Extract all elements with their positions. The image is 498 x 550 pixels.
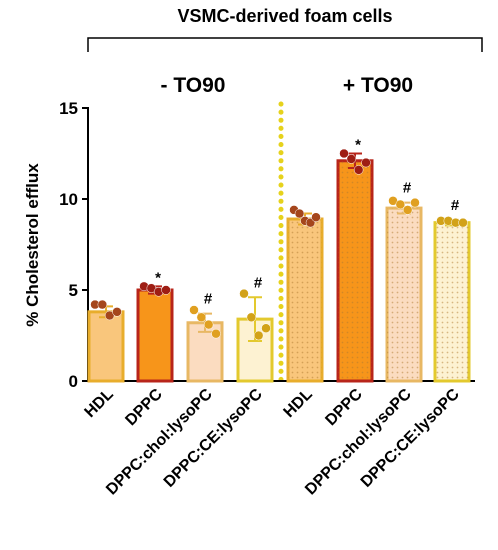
bar-hatch	[338, 160, 372, 381]
data-point	[161, 285, 171, 295]
data-point	[361, 157, 371, 168]
data-point	[211, 328, 221, 339]
bar-hatch	[435, 222, 469, 381]
data-point	[410, 197, 420, 208]
bar-hatch	[387, 208, 421, 381]
data-point	[189, 305, 199, 315]
group-label: + TO90	[343, 74, 413, 97]
y-tick-label: 10	[59, 190, 78, 209]
x-tick-label: HDL	[82, 386, 117, 421]
y-tick-label: 5	[69, 281, 78, 300]
data-point	[239, 288, 249, 299]
bracket	[87, 37, 483, 52]
data-point	[294, 208, 305, 219]
data-point	[346, 154, 357, 164]
significance-label: #	[451, 197, 460, 214]
data-point	[402, 205, 413, 215]
bar	[87, 310, 125, 383]
data-point	[112, 307, 122, 317]
y-tick-label: 15	[59, 99, 78, 118]
significance-label: #	[254, 274, 263, 291]
data-point	[196, 312, 207, 323]
chart-title: VSMC-derived foam cells	[177, 6, 392, 26]
bar	[136, 288, 174, 383]
y-axis-label: % Cholesterol efflux	[23, 163, 42, 327]
x-tick-label: DPPC:CE:lysoPC	[161, 385, 266, 490]
data-point	[458, 217, 468, 228]
data-point	[311, 212, 321, 222]
x-tick-label: DPPC	[122, 385, 166, 429]
data-point	[339, 148, 349, 159]
data-point	[353, 165, 364, 175]
x-tick-label: HDL	[281, 386, 316, 421]
group-label: - TO90	[161, 74, 226, 97]
data-point	[395, 199, 406, 210]
y-tick-label: 0	[69, 372, 78, 391]
data-point	[203, 319, 214, 330]
significance-label: *	[355, 137, 361, 154]
data-point	[253, 330, 264, 341]
significance-label: #	[403, 180, 412, 197]
data-point	[97, 299, 108, 310]
bar-hatch	[288, 219, 322, 381]
data-point	[261, 323, 271, 333]
significance-label: #	[204, 291, 213, 308]
x-tick-label: DPPC	[322, 385, 366, 429]
significance-label: *	[155, 269, 161, 286]
data-point	[246, 312, 257, 323]
